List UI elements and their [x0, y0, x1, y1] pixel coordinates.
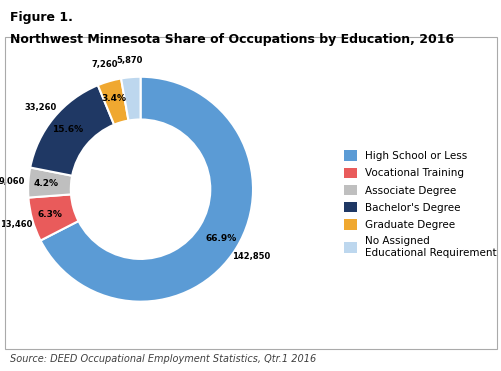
- Text: 5,870: 5,870: [116, 56, 142, 65]
- Text: 9,060: 9,060: [0, 177, 25, 186]
- Wedge shape: [121, 77, 140, 121]
- Text: 6.3%: 6.3%: [37, 210, 62, 219]
- Text: 66.9%: 66.9%: [205, 234, 236, 243]
- Text: 142,850: 142,850: [231, 252, 270, 261]
- Wedge shape: [28, 167, 72, 198]
- Text: 13,460: 13,460: [0, 220, 32, 229]
- Legend: High School or Less, Vocational Training, Associate Degree, Bachelor's Degree, G: High School or Less, Vocational Training…: [344, 151, 496, 257]
- Text: 15.6%: 15.6%: [52, 125, 83, 134]
- Wedge shape: [29, 194, 78, 240]
- Wedge shape: [30, 85, 114, 176]
- Text: 3.4%: 3.4%: [102, 94, 127, 103]
- Text: 4.2%: 4.2%: [34, 179, 59, 188]
- Text: Figure 1.: Figure 1.: [10, 11, 73, 24]
- Text: 7,260: 7,260: [91, 60, 118, 69]
- Text: Source: DEED Occupational Employment Statistics, Qtr.1 2016: Source: DEED Occupational Employment Sta…: [10, 354, 316, 364]
- Text: 33,260: 33,260: [25, 103, 57, 112]
- Wedge shape: [98, 78, 128, 125]
- Wedge shape: [41, 77, 253, 302]
- Text: Northwest Minnesota Share of Occupations by Education, 2016: Northwest Minnesota Share of Occupations…: [10, 33, 453, 46]
